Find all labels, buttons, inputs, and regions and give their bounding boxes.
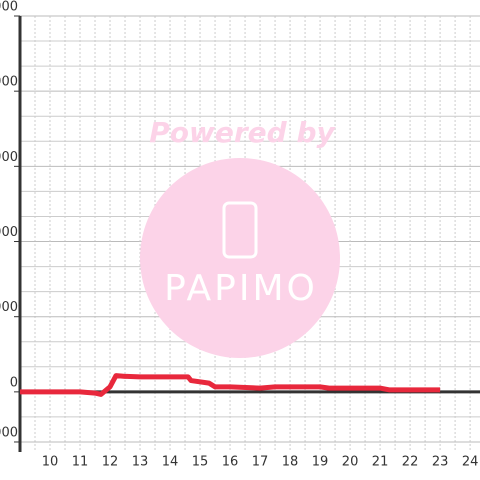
y-tick-label: 120,000 (0, 75, 18, 90)
y-tick-label: 90,000 (0, 150, 18, 165)
x-tick-label: 12 (102, 455, 119, 470)
watermark-text: Powered by (149, 116, 336, 149)
y-tick-label: 60,000 (0, 225, 18, 240)
x-tick-label: 20 (342, 455, 359, 470)
x-tick-label: 18 (282, 455, 299, 470)
x-tick-label: 19 (312, 455, 329, 470)
x-tick-label: 11 (72, 455, 89, 470)
x-tick-label: 14 (162, 455, 179, 470)
x-tick-label: 16 (222, 455, 239, 470)
y-tick-label: -20,000 (0, 425, 18, 440)
data-line (20, 373, 441, 397)
x-tick-label: 22 (402, 455, 419, 470)
x-tick-label: 15 (192, 455, 209, 470)
watermark-icon (222, 201, 258, 259)
watermark-logo: PAPIMO (164, 268, 318, 309)
x-tick-label: 21 (372, 455, 389, 470)
y-tick-label: 0 (10, 375, 18, 390)
x-tick-label: 17 (252, 455, 269, 470)
x-tick-label: 13 (132, 455, 149, 470)
x-tick-label: 23 (432, 455, 449, 470)
y-tick-label: 150,000 (0, 0, 18, 15)
y-tick-label: 30,000 (0, 300, 18, 315)
x-tick-label: 24 (462, 455, 479, 470)
x-tick-label: 10 (42, 455, 59, 470)
